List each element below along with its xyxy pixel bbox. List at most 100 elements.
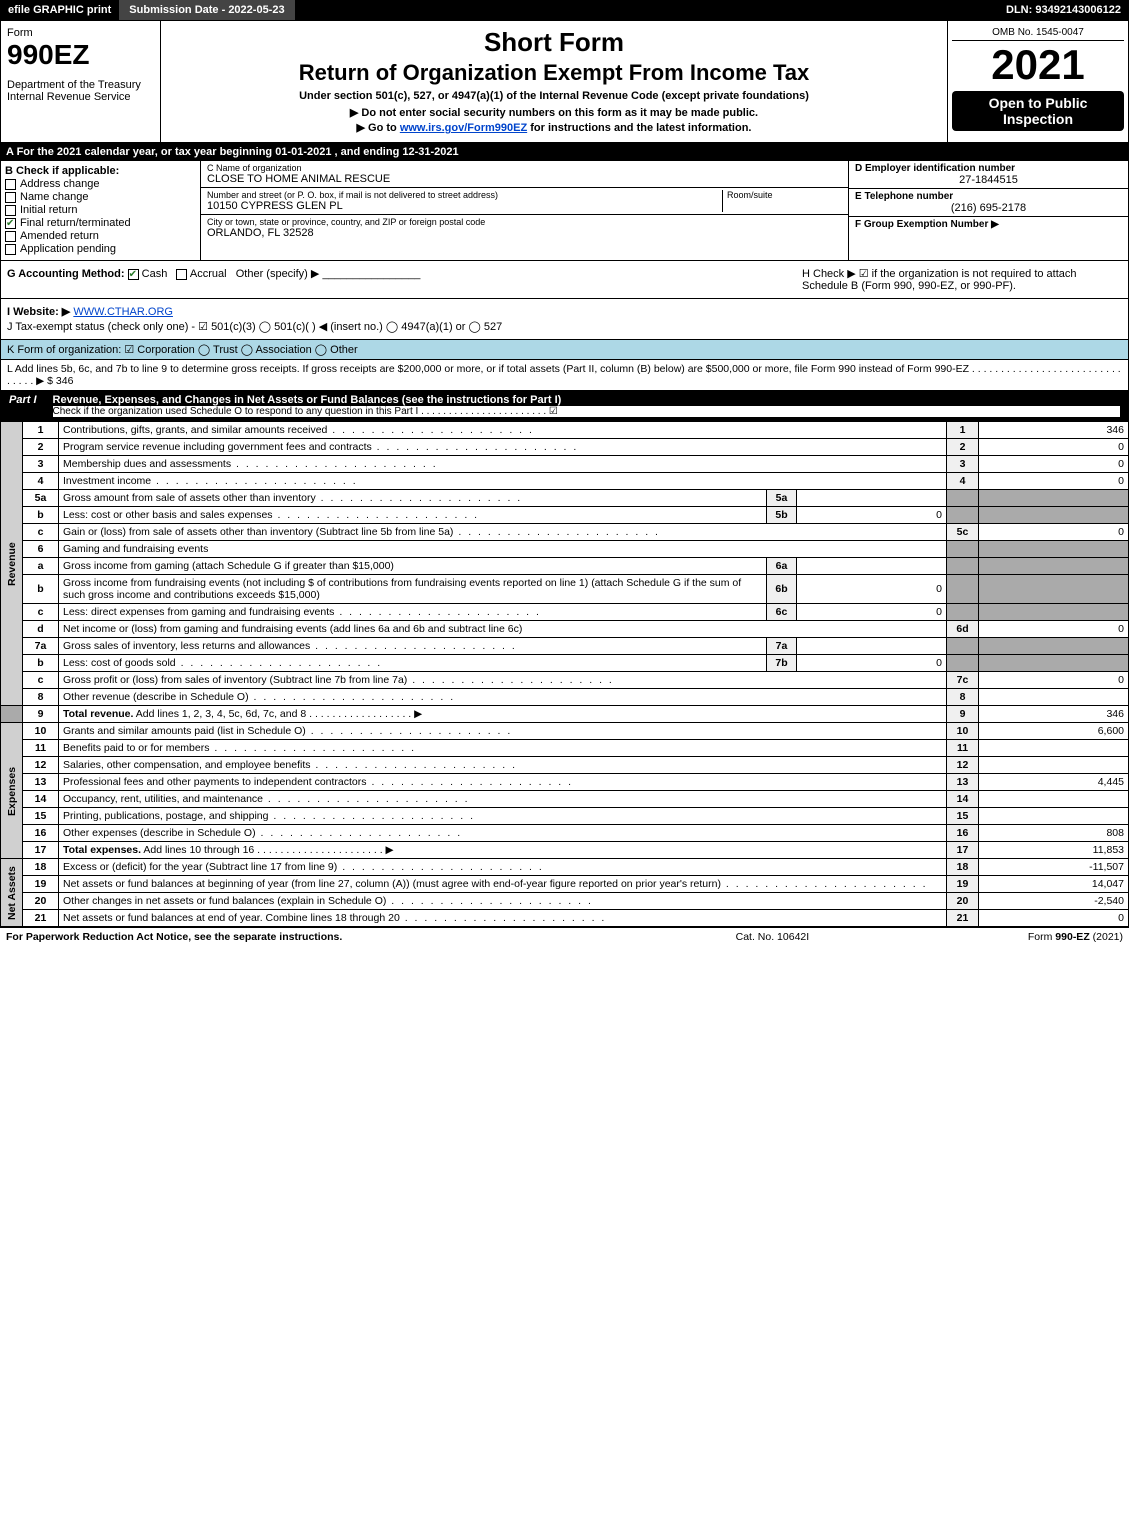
inner-no: 6a xyxy=(767,558,797,575)
table-row: 6 Gaming and fundraising events xyxy=(1,541,1129,558)
c-name-value: CLOSE TO HOME ANIMAL RESCUE xyxy=(207,173,842,185)
table-row: 15 Printing, publications, postage, and … xyxy=(1,808,1129,825)
b-header: B Check if applicable: xyxy=(5,165,196,177)
desc: Net assets or fund balances at beginning… xyxy=(59,876,947,893)
desc: Less: cost or other basis and sales expe… xyxy=(59,507,767,524)
table-row: Net Assets 18 Excess or (deficit) for th… xyxy=(1,859,1129,876)
desc: Total revenue. Add lines 1, 2, 3, 4, 5c,… xyxy=(59,706,947,723)
part-i-table: Revenue 1 Contributions, gifts, grants, … xyxy=(0,421,1129,927)
desc: Gross income from fundraising events (no… xyxy=(59,575,767,604)
lineno: 6 xyxy=(23,541,59,558)
c-city-label: City or town, state or province, country… xyxy=(207,217,842,227)
c-name-label: C Name of organization xyxy=(207,163,842,173)
amount: -11,507 xyxy=(979,859,1129,876)
irs-link[interactable]: www.irs.gov/Form990EZ xyxy=(400,122,527,134)
revenue-side-label: Revenue xyxy=(1,422,23,706)
table-row: 7a Gross sales of inventory, less return… xyxy=(1,638,1129,655)
amount xyxy=(979,791,1129,808)
amt-no: 14 xyxy=(947,791,979,808)
desc: Printing, publications, postage, and shi… xyxy=(59,808,947,825)
chk-name-change[interactable]: Name change xyxy=(5,191,196,203)
grey-cell xyxy=(947,558,979,575)
desc: Professional fees and other payments to … xyxy=(59,774,947,791)
checkbox-checked-icon xyxy=(128,269,139,280)
inner-no: 7b xyxy=(767,655,797,672)
inner-val: 0 xyxy=(797,655,947,672)
table-row: 2 Program service revenue including gove… xyxy=(1,439,1129,456)
table-row: 13 Professional fees and other payments … xyxy=(1,774,1129,791)
checkbox-icon xyxy=(5,205,16,216)
g-cash: Cash xyxy=(142,268,168,280)
chk-initial-return[interactable]: Initial return xyxy=(5,204,196,216)
checkbox-icon xyxy=(5,192,16,203)
amount: 4,445 xyxy=(979,774,1129,791)
part-i-label: Part I xyxy=(1,391,45,420)
checkbox-icon xyxy=(5,231,16,242)
row-a: A For the 2021 calendar year, or tax yea… xyxy=(0,143,1129,161)
return-title: Return of Organization Exempt From Incom… xyxy=(167,60,941,86)
checkbox-icon xyxy=(176,269,187,280)
lineno: a xyxy=(23,558,59,575)
table-row: d Net income or (loss) from gaming and f… xyxy=(1,621,1129,638)
c-street-label: Number and street (or P. O. box, if mail… xyxy=(207,190,722,200)
col-c: C Name of organization CLOSE TO HOME ANI… xyxy=(201,161,848,260)
c-name-row: C Name of organization CLOSE TO HOME ANI… xyxy=(201,161,848,188)
desc: Gross sales of inventory, less returns a… xyxy=(59,638,767,655)
desc: Excess or (deficit) for the year (Subtra… xyxy=(59,859,947,876)
table-row: b Less: cost of goods sold 7b 0 xyxy=(1,655,1129,672)
table-row: 12 Salaries, other compensation, and emp… xyxy=(1,757,1129,774)
chk-final-return[interactable]: Final return/terminated xyxy=(5,217,196,229)
short-form-title: Short Form xyxy=(167,27,941,58)
d-row: D Employer identification number 27-1844… xyxy=(849,161,1128,189)
form-word: Form xyxy=(7,27,154,39)
amount: 0 xyxy=(979,672,1129,689)
amt-no: 9 xyxy=(947,706,979,723)
f-label: F Group Exemption Number ▶ xyxy=(855,219,1122,230)
inner-val: 0 xyxy=(797,575,947,604)
table-row: 9 Total revenue. Add lines 1, 2, 3, 4, 5… xyxy=(1,706,1129,723)
inner-val xyxy=(797,490,947,507)
desc: Gross profit or (loss) from sales of inv… xyxy=(59,672,947,689)
grey-cell xyxy=(979,558,1129,575)
chk-address-change[interactable]: Address change xyxy=(5,178,196,190)
g-other: Other (specify) ▶ xyxy=(236,268,320,280)
grey-cell xyxy=(947,490,979,507)
website-link[interactable]: WWW.CTHAR.ORG xyxy=(73,306,173,318)
form-header: Form 990EZ Department of the Treasury In… xyxy=(0,20,1129,143)
table-row: 5a Gross amount from sale of assets othe… xyxy=(1,490,1129,507)
table-row: 4 Investment income 4 0 xyxy=(1,473,1129,490)
desc: Gross amount from sale of assets other t… xyxy=(59,490,767,507)
desc: Less: direct expenses from gaming and fu… xyxy=(59,604,767,621)
d-value: 27-1844515 xyxy=(855,174,1122,186)
lineno: 19 xyxy=(23,876,59,893)
g-label: G Accounting Method: xyxy=(7,268,125,280)
grey-cell xyxy=(947,638,979,655)
inner-val: 0 xyxy=(797,507,947,524)
table-row: 16 Other expenses (describe in Schedule … xyxy=(1,825,1129,842)
table-row: 17 Total expenses. Add lines 10 through … xyxy=(1,842,1129,859)
inner-no: 6b xyxy=(767,575,797,604)
amount: 0 xyxy=(979,524,1129,541)
k-row: K Form of organization: ☑ Corporation ◯ … xyxy=(0,340,1129,360)
amt-no: 19 xyxy=(947,876,979,893)
netassets-side-label: Net Assets xyxy=(1,859,23,927)
grey-cell xyxy=(979,490,1129,507)
chk-amended[interactable]: Amended return xyxy=(5,230,196,242)
amount: 346 xyxy=(979,422,1129,439)
efile-label: efile GRAPHIC print xyxy=(0,0,119,20)
grey-cell xyxy=(947,604,979,621)
form-ref-b: 990-EZ xyxy=(1055,931,1089,943)
inner-val xyxy=(797,638,947,655)
amt-no: 4 xyxy=(947,473,979,490)
table-row: Revenue 1 Contributions, gifts, grants, … xyxy=(1,422,1129,439)
amt-no: 20 xyxy=(947,893,979,910)
part-i-sub: Check if the organization used Schedule … xyxy=(53,406,1120,417)
desc: Investment income xyxy=(59,473,947,490)
amount: 0 xyxy=(979,439,1129,456)
amt-no: 12 xyxy=(947,757,979,774)
table-row: b Gross income from fundraising events (… xyxy=(1,575,1129,604)
amt-no: 8 xyxy=(947,689,979,706)
inner-no: 6c xyxy=(767,604,797,621)
lineno: 21 xyxy=(23,910,59,927)
chk-app-pending[interactable]: Application pending xyxy=(5,243,196,255)
